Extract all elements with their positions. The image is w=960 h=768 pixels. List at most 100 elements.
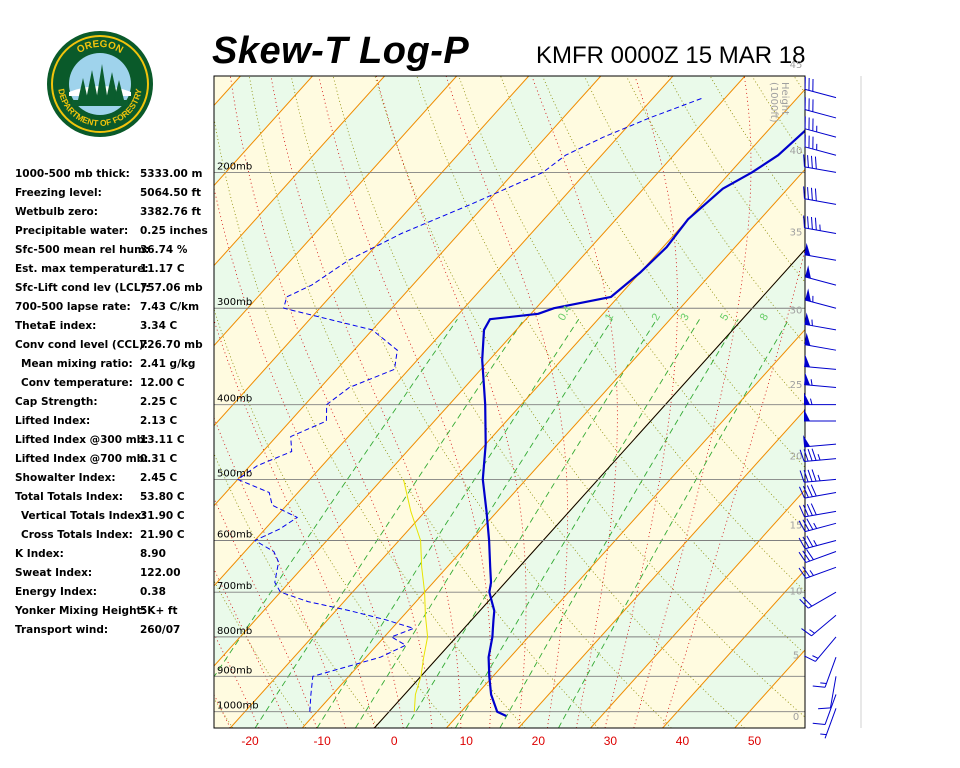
dry-adiabat: [214, 697, 234, 728]
index-value: 2.41 g/kg: [140, 358, 196, 370]
index-value: 12.00 C: [140, 377, 185, 389]
temperature-tick-label: 20: [532, 734, 546, 748]
pressure-level-label: 200mb: [217, 161, 252, 172]
index-row: Lifted Index @300 mb: 13.11 C: [15, 434, 215, 453]
height-tick-label: 40: [790, 146, 803, 157]
chart-title: Skew-T Log-P: [212, 30, 470, 72]
index-value: 5K+ ft: [140, 605, 178, 617]
wind-barb-flag: [804, 312, 811, 326]
wind-barb-full: [798, 486, 805, 499]
height-tick-label: 35: [790, 227, 803, 238]
wind-barb-full: [810, 155, 813, 169]
height-axis-label-line: (1000ft): [768, 82, 779, 123]
index-value: 2.45 C: [140, 472, 178, 484]
wind-barb-full: [798, 505, 805, 518]
wind-barb: [803, 154, 837, 173]
pressure-level-label: 400mb: [217, 394, 252, 405]
wind-barb-staff: [804, 128, 837, 138]
height-tick-label: 10: [790, 587, 803, 598]
index-row: 1000-500 mb thick: 5333.00 m: [15, 168, 215, 187]
index-row: Wetbulb zero: 3382.76 ft: [15, 206, 215, 225]
wind-barb: [812, 657, 837, 688]
pressure-level-label: 1000mb: [217, 701, 259, 712]
pressure-level-label: 500mb: [217, 468, 252, 479]
index-row: Conv temperature: 12.00 C: [15, 377, 215, 396]
wind-barb-half: [817, 454, 821, 461]
mixing-ratio-label: 3: [678, 312, 691, 323]
wind-barb-full: [811, 469, 817, 482]
isotherm-line: [229, 88, 805, 728]
wind-barb: [804, 288, 837, 309]
isotherm-line: [214, 76, 674, 587]
isotherm-line: [446, 328, 805, 728]
index-label: ThetaE index:: [15, 320, 97, 332]
wind-barb-full: [804, 655, 816, 662]
index-row: 700-500 lapse rate: 7.43 C/km: [15, 301, 215, 320]
index-row: Sweat Index: 122.00: [15, 567, 215, 586]
index-row: Sfc-Lift cond lev (LCL): 757.06 mb: [15, 282, 215, 301]
isotherm-band: [0, 76, 168, 728]
wind-barb-full: [812, 722, 826, 726]
pressure-level-label: 600mb: [217, 529, 252, 540]
plot-area: [0, 76, 960, 728]
isotherm-line: [590, 489, 805, 728]
wind-barb-full: [818, 707, 831, 710]
moist-adiabat: [214, 693, 231, 728]
wind-barb-half: [809, 629, 815, 634]
index-value: 122.00: [140, 567, 181, 579]
index-value: 53.80 C: [140, 491, 185, 503]
index-value: 0.38: [140, 586, 166, 598]
wind-barb-flag: [803, 434, 811, 447]
isotherm-line: [214, 76, 602, 507]
wind-barb-full: [807, 187, 809, 200]
index-label: Lifted Index @300 mb:: [15, 434, 149, 446]
index-label: Cap Strength:: [15, 396, 98, 408]
isotherm-line: [0, 76, 96, 728]
index-row: ThetaE index: 3.34 C: [15, 320, 215, 339]
pressure-level-label: 800mb: [217, 626, 252, 637]
wind-barb-full: [807, 469, 813, 482]
wind-barb: [804, 636, 837, 662]
indices-panel: 1000-500 mb thick: 5333.00 m Freezing leve…: [15, 168, 215, 643]
mixing-ratio-label: 8: [758, 312, 771, 323]
index-label: Yonker Mixing Height:: [15, 605, 146, 617]
zero-isotherm-line: [374, 248, 805, 728]
index-label: Vertical Totals Index:: [21, 510, 146, 522]
wind-barb-full: [799, 470, 805, 483]
wind-barb-full: [803, 154, 805, 167]
wind-barb-full: [799, 598, 809, 609]
wind-barb-staff: [824, 694, 837, 725]
wind-barb-staff: [804, 198, 837, 205]
index-row: Est. max temperature: 11.17 C: [15, 263, 215, 282]
pressure-level-label: 900mb: [217, 665, 252, 676]
index-row: Yonker Mixing Height: 5K+ ft: [15, 605, 215, 624]
wind-barb: [798, 549, 837, 563]
wind-barb-full: [806, 485, 813, 497]
index-value: 36.74 %: [140, 244, 188, 256]
index-label: Wetbulb zero:: [15, 206, 98, 218]
wind-barb: [799, 591, 837, 609]
wind-barb-staff: [804, 166, 837, 173]
index-row: Cross Totals Index: 21.90 C: [15, 529, 215, 548]
wind-barb-staff: [804, 109, 837, 119]
wind-barb-staff: [804, 492, 837, 499]
wind-barb-full: [803, 186, 805, 199]
wind-barb-staff: [804, 443, 837, 448]
index-value: 7.43 C/km: [140, 301, 200, 313]
index-row: Showalter Index: 2.45 C: [15, 472, 215, 491]
wind-barb-half: [820, 682, 827, 685]
isotherm-line: [214, 76, 241, 107]
wind-barb-column: [806, 76, 862, 728]
index-label: Sfc-Lift cond lev (LCL):: [15, 282, 150, 294]
wind-barb-full: [810, 216, 813, 230]
height-tick-label: 0: [793, 712, 799, 723]
wind-barb-staff: [815, 636, 837, 662]
wind-barb: [804, 76, 837, 99]
index-label: Precipitable water:: [15, 225, 129, 237]
mixing-ratio-line: [499, 318, 739, 728]
dry-adiabat: [920, 76, 960, 728]
wind-barb-full: [806, 518, 814, 530]
dry-adiabat: [0, 76, 87, 728]
index-row: Freezing level: 5064.50 ft: [15, 187, 215, 206]
index-row: Vertical Totals Index: 31.90 C: [15, 510, 215, 529]
